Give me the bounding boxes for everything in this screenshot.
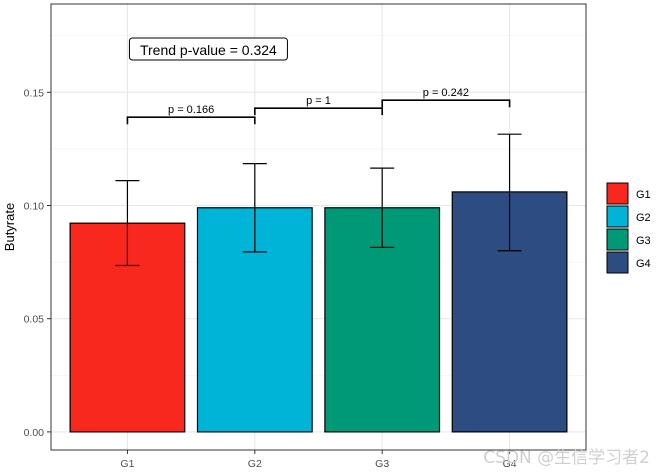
x-tick-label: G2 <box>248 458 262 470</box>
bars <box>69 191 568 433</box>
comparison-bracket <box>126 116 256 125</box>
legend-label-g2: G2 <box>636 212 651 224</box>
x-tick-label: G4 <box>503 458 517 470</box>
x-tick-label: G3 <box>375 458 389 470</box>
comparison-p-value: p = 1 <box>306 95 331 107</box>
y-axis-label: Butyrate <box>2 203 17 251</box>
axes: 0.00 0.05 0.10 0.15 G1 G2 G3 G4 <box>24 87 517 470</box>
y-tick-label: 0.15 <box>24 87 45 99</box>
legend-swatch-g4 <box>606 251 629 274</box>
legend-swatch-g1 <box>606 182 629 205</box>
comparison-bracket <box>381 99 511 108</box>
legend-label-g3: G3 <box>636 235 651 247</box>
error-bars <box>115 133 522 267</box>
trend-annotation-box: Trend p-value = 0.324 <box>128 37 288 61</box>
x-tick-label: G1 <box>120 458 134 470</box>
legend-swatch-g2 <box>606 205 629 228</box>
comparison-brackets: p = 0.166 p = 1 p = 0.242 <box>126 87 511 125</box>
legend-label-g1: G1 <box>636 189 651 201</box>
legend: G1 G2 G3 G4 <box>606 182 651 274</box>
comparison-p-value: p = 0.242 <box>423 87 469 99</box>
trend-annotation-text: Trend p-value = 0.324 <box>140 42 277 58</box>
comparison-bracket <box>254 107 383 116</box>
y-tick-label: 0.05 <box>24 314 45 326</box>
watermark-text: CSDN @生信学习者2 <box>483 448 650 468</box>
trend-annotation-frame <box>128 37 288 61</box>
comparison-p-value: p = 0.166 <box>168 104 214 116</box>
y-tick-label: 0.10 <box>24 200 45 212</box>
legend-label-g4: G4 <box>636 258 651 270</box>
y-tick-label: 0.00 <box>24 427 45 439</box>
legend-swatch-g3 <box>606 228 629 251</box>
plot-panel-border <box>50 3 587 451</box>
